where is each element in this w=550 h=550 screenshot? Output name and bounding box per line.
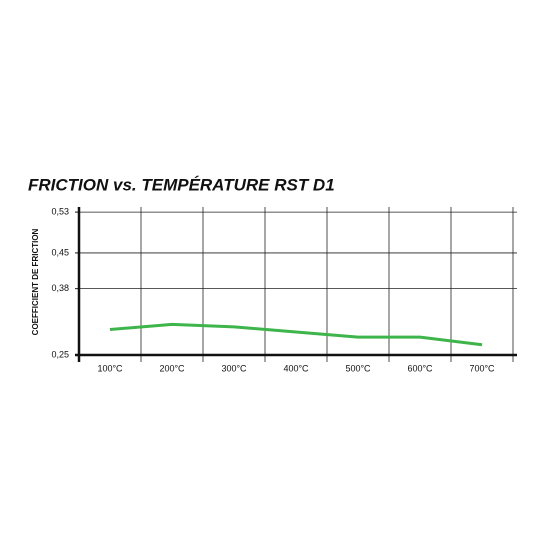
y-tick-label: 0,25: [51, 349, 69, 359]
x-tick-label: 500°C: [345, 363, 371, 373]
x-tick-label: 100°C: [97, 363, 123, 373]
y-tick-label: 0,53: [51, 206, 69, 216]
x-tick-label: 600°C: [407, 363, 433, 373]
x-tick-label: 200°C: [159, 363, 185, 373]
x-tick-label: 400°C: [283, 363, 309, 373]
x-tick-label: 700°C: [469, 363, 495, 373]
y-axis-label: COEFFICIENT DE FRICTION: [31, 228, 40, 335]
y-tick-label: 0,38: [51, 283, 69, 293]
x-tick-label: 300°C: [221, 363, 247, 373]
y-tick-label: 0,45: [51, 247, 69, 257]
chart-title: FRICTION vs. TEMPÉRATURE RST D1: [28, 175, 335, 194]
data-line: [109, 322, 483, 347]
